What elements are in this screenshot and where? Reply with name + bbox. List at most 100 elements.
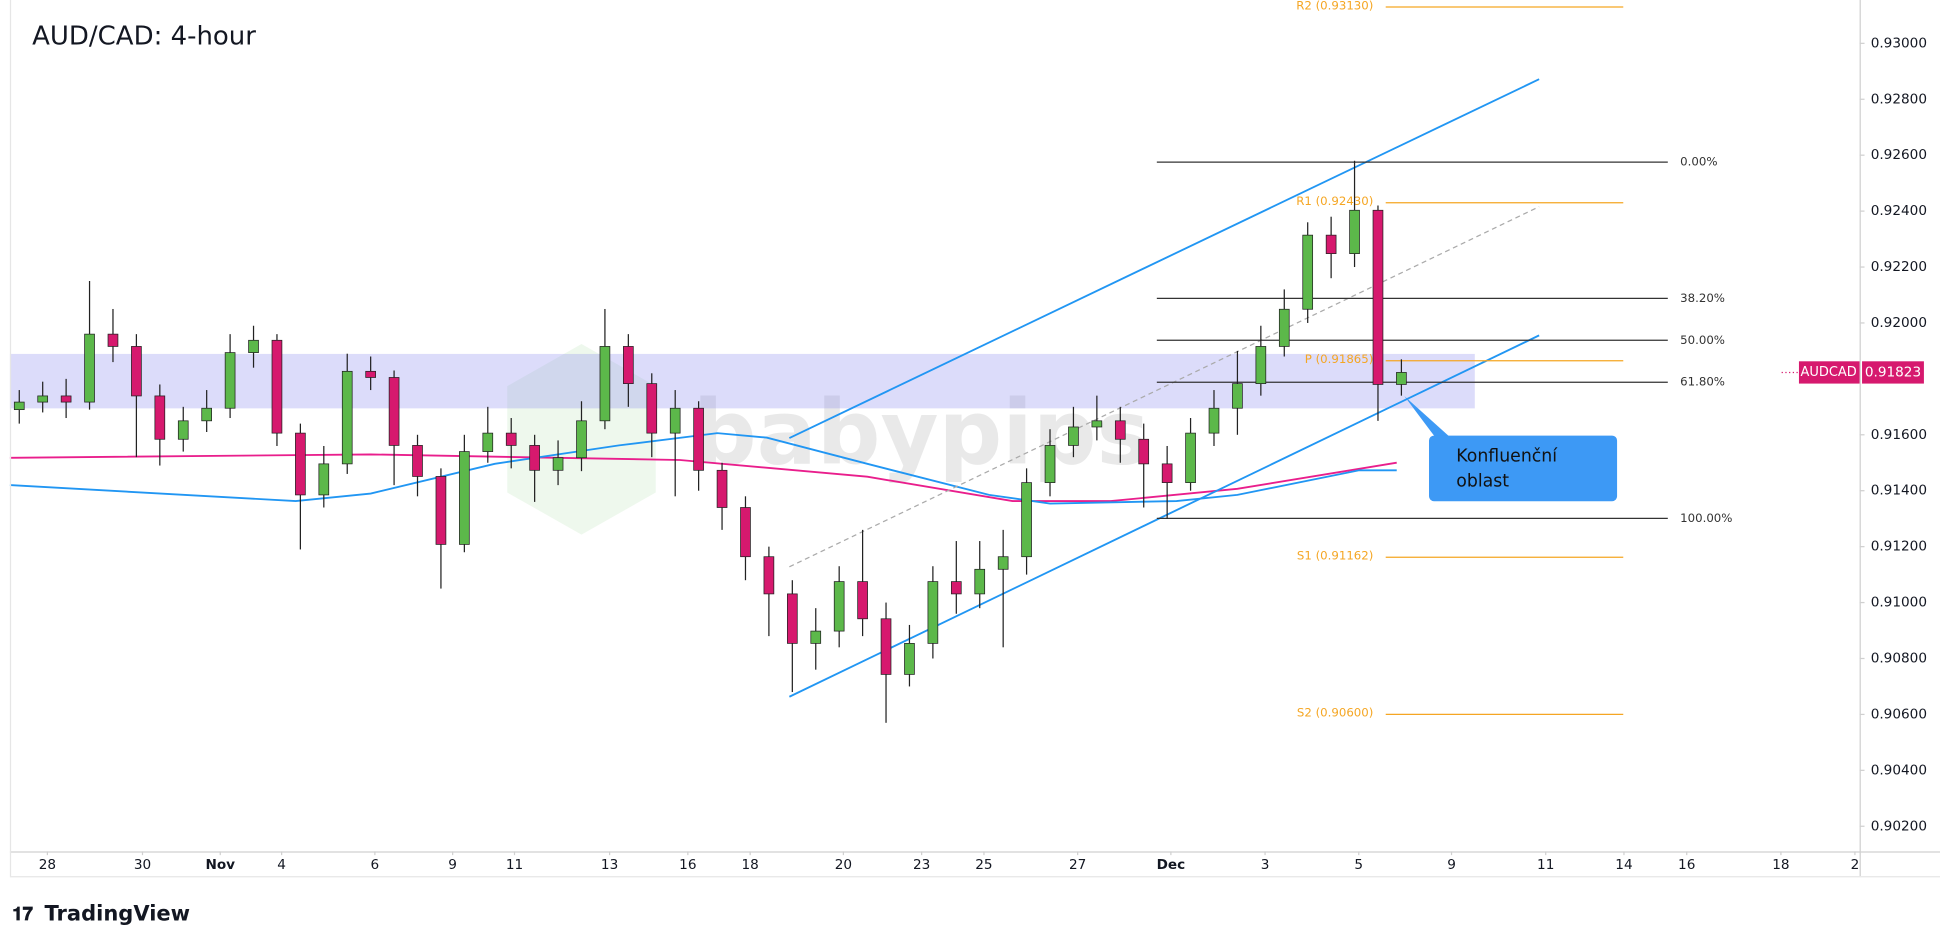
candle-body	[248, 339, 259, 353]
fib-label: 61.80%	[1680, 375, 1725, 389]
x-tick-label: 18	[741, 857, 758, 873]
pivot-label: R2 (0.93130)	[1296, 0, 1373, 12]
candles	[13, 160, 1407, 723]
candle-body	[177, 420, 189, 440]
candle-body	[904, 643, 915, 675]
price-axis-bg	[1859, 0, 1940, 877]
candle-body	[365, 370, 376, 378]
y-tick-label: 0.92800	[1871, 91, 1927, 107]
axes: 0.93000 0.92800 0.92600 0.92400 0.92200 0.920…	[39, 35, 1927, 873]
candle-body	[810, 630, 822, 644]
x-tick-label: 2	[1851, 857, 1860, 873]
callout: Konfluenční oblast	[1404, 396, 1618, 502]
candle-body	[599, 346, 611, 422]
candle-body	[412, 445, 423, 477]
candle-body	[927, 581, 939, 644]
candle-body	[974, 568, 986, 595]
x-tick-label: 9	[448, 857, 457, 873]
candle-body	[154, 395, 166, 440]
price-tag-bg	[1862, 361, 1924, 384]
callout-box	[1429, 435, 1618, 502]
candle-body	[1114, 420, 1126, 440]
candle-body	[693, 407, 704, 471]
x-tick-label: 6	[371, 857, 380, 873]
candle-body	[107, 333, 119, 347]
candle-body	[623, 346, 634, 385]
pivot-label: P (0.91865)	[1305, 352, 1374, 366]
y-tick-label: 0.91000	[1871, 595, 1927, 611]
fib-label: 0.00%	[1680, 155, 1717, 169]
candle-body	[37, 395, 49, 403]
moving-average	[9, 432, 1397, 505]
candle-body	[341, 370, 353, 465]
callout-pointer	[1404, 396, 1454, 441]
x-tick-label: 18	[1772, 857, 1789, 873]
x-tick-label: Dec	[1157, 857, 1186, 873]
y-tick-label: 0.91200	[1871, 539, 1927, 555]
candle-body	[646, 383, 658, 434]
candle-body	[1068, 426, 1079, 446]
y-tick-label: 0.91400	[1871, 483, 1927, 499]
candle-body	[505, 432, 517, 446]
candle-body	[295, 432, 306, 496]
x-tick-label: 30	[134, 857, 151, 873]
x-tick-label: Nov	[205, 857, 235, 873]
x-tick-label: 11	[506, 857, 523, 873]
symbol-tag-bg	[1798, 361, 1860, 384]
y-tick-label: 0.92200	[1871, 259, 1927, 275]
candle-body	[529, 445, 540, 471]
price-tag: AUDCAD 0.91823	[1781, 361, 1924, 384]
candle-body	[669, 407, 681, 434]
y-tick-label: 0.90800	[1871, 650, 1927, 666]
candle-body	[1278, 308, 1290, 347]
brand-logo: 𝟏𝟕	[12, 904, 33, 925]
pivot-label: S2 (0.90600)	[1297, 706, 1373, 720]
candle-body	[1349, 209, 1360, 254]
candle-body	[388, 377, 400, 446]
x-tick-label: 13	[601, 857, 618, 873]
brand: 𝟏𝟕 TradingView	[12, 901, 190, 926]
candle-body	[1232, 383, 1243, 409]
y-tick-label: 0.90400	[1871, 762, 1927, 778]
candle-body	[435, 476, 447, 545]
candle-body	[224, 352, 236, 409]
candle-body	[1325, 234, 1337, 254]
channel-upper	[788, 78, 1540, 439]
candle-body	[1396, 372, 1407, 385]
candle-body	[1255, 346, 1267, 385]
candle-body	[833, 581, 845, 632]
candle-body	[271, 339, 283, 434]
candle-body	[13, 401, 25, 411]
fib-label: 100.00%	[1680, 511, 1732, 525]
candle-body	[201, 407, 212, 422]
candle-body	[84, 333, 95, 403]
candle-body	[1185, 432, 1196, 483]
candle-body	[950, 581, 962, 595]
callout-text: Konfluenční	[1456, 447, 1558, 467]
candle-body	[318, 463, 330, 496]
candle-body	[857, 581, 868, 620]
candle-body	[763, 556, 775, 595]
x-tick-label: 27	[1069, 857, 1086, 873]
pivot-label: S1 (0.91162)	[1297, 549, 1373, 563]
candle-body	[60, 395, 72, 403]
x-tick-label: 28	[39, 857, 56, 873]
candle-body	[459, 451, 470, 545]
levels: 0.00% 38.20% 50.00% 61.80% 100.00% R2 (0.9313…	[1156, 0, 1732, 720]
candle-body	[1302, 234, 1314, 310]
candle-body	[1372, 209, 1384, 385]
x-tick-label: 14	[1615, 857, 1632, 873]
pivot-label: R1 (0.92430)	[1296, 194, 1373, 208]
candle-body	[482, 432, 494, 452]
candle-body	[1091, 420, 1103, 428]
fib-label: 50.00%	[1680, 333, 1725, 347]
x-tick-label: 23	[913, 857, 930, 873]
candle-body	[1161, 463, 1173, 483]
x-tick-label: 9	[1447, 857, 1456, 873]
y-tick-label: 0.90200	[1871, 818, 1927, 834]
candle-body	[1208, 407, 1220, 434]
channel-lower	[788, 334, 1540, 698]
price-tag: 0.91823	[1865, 364, 1921, 380]
channel-mid	[789, 206, 1540, 568]
